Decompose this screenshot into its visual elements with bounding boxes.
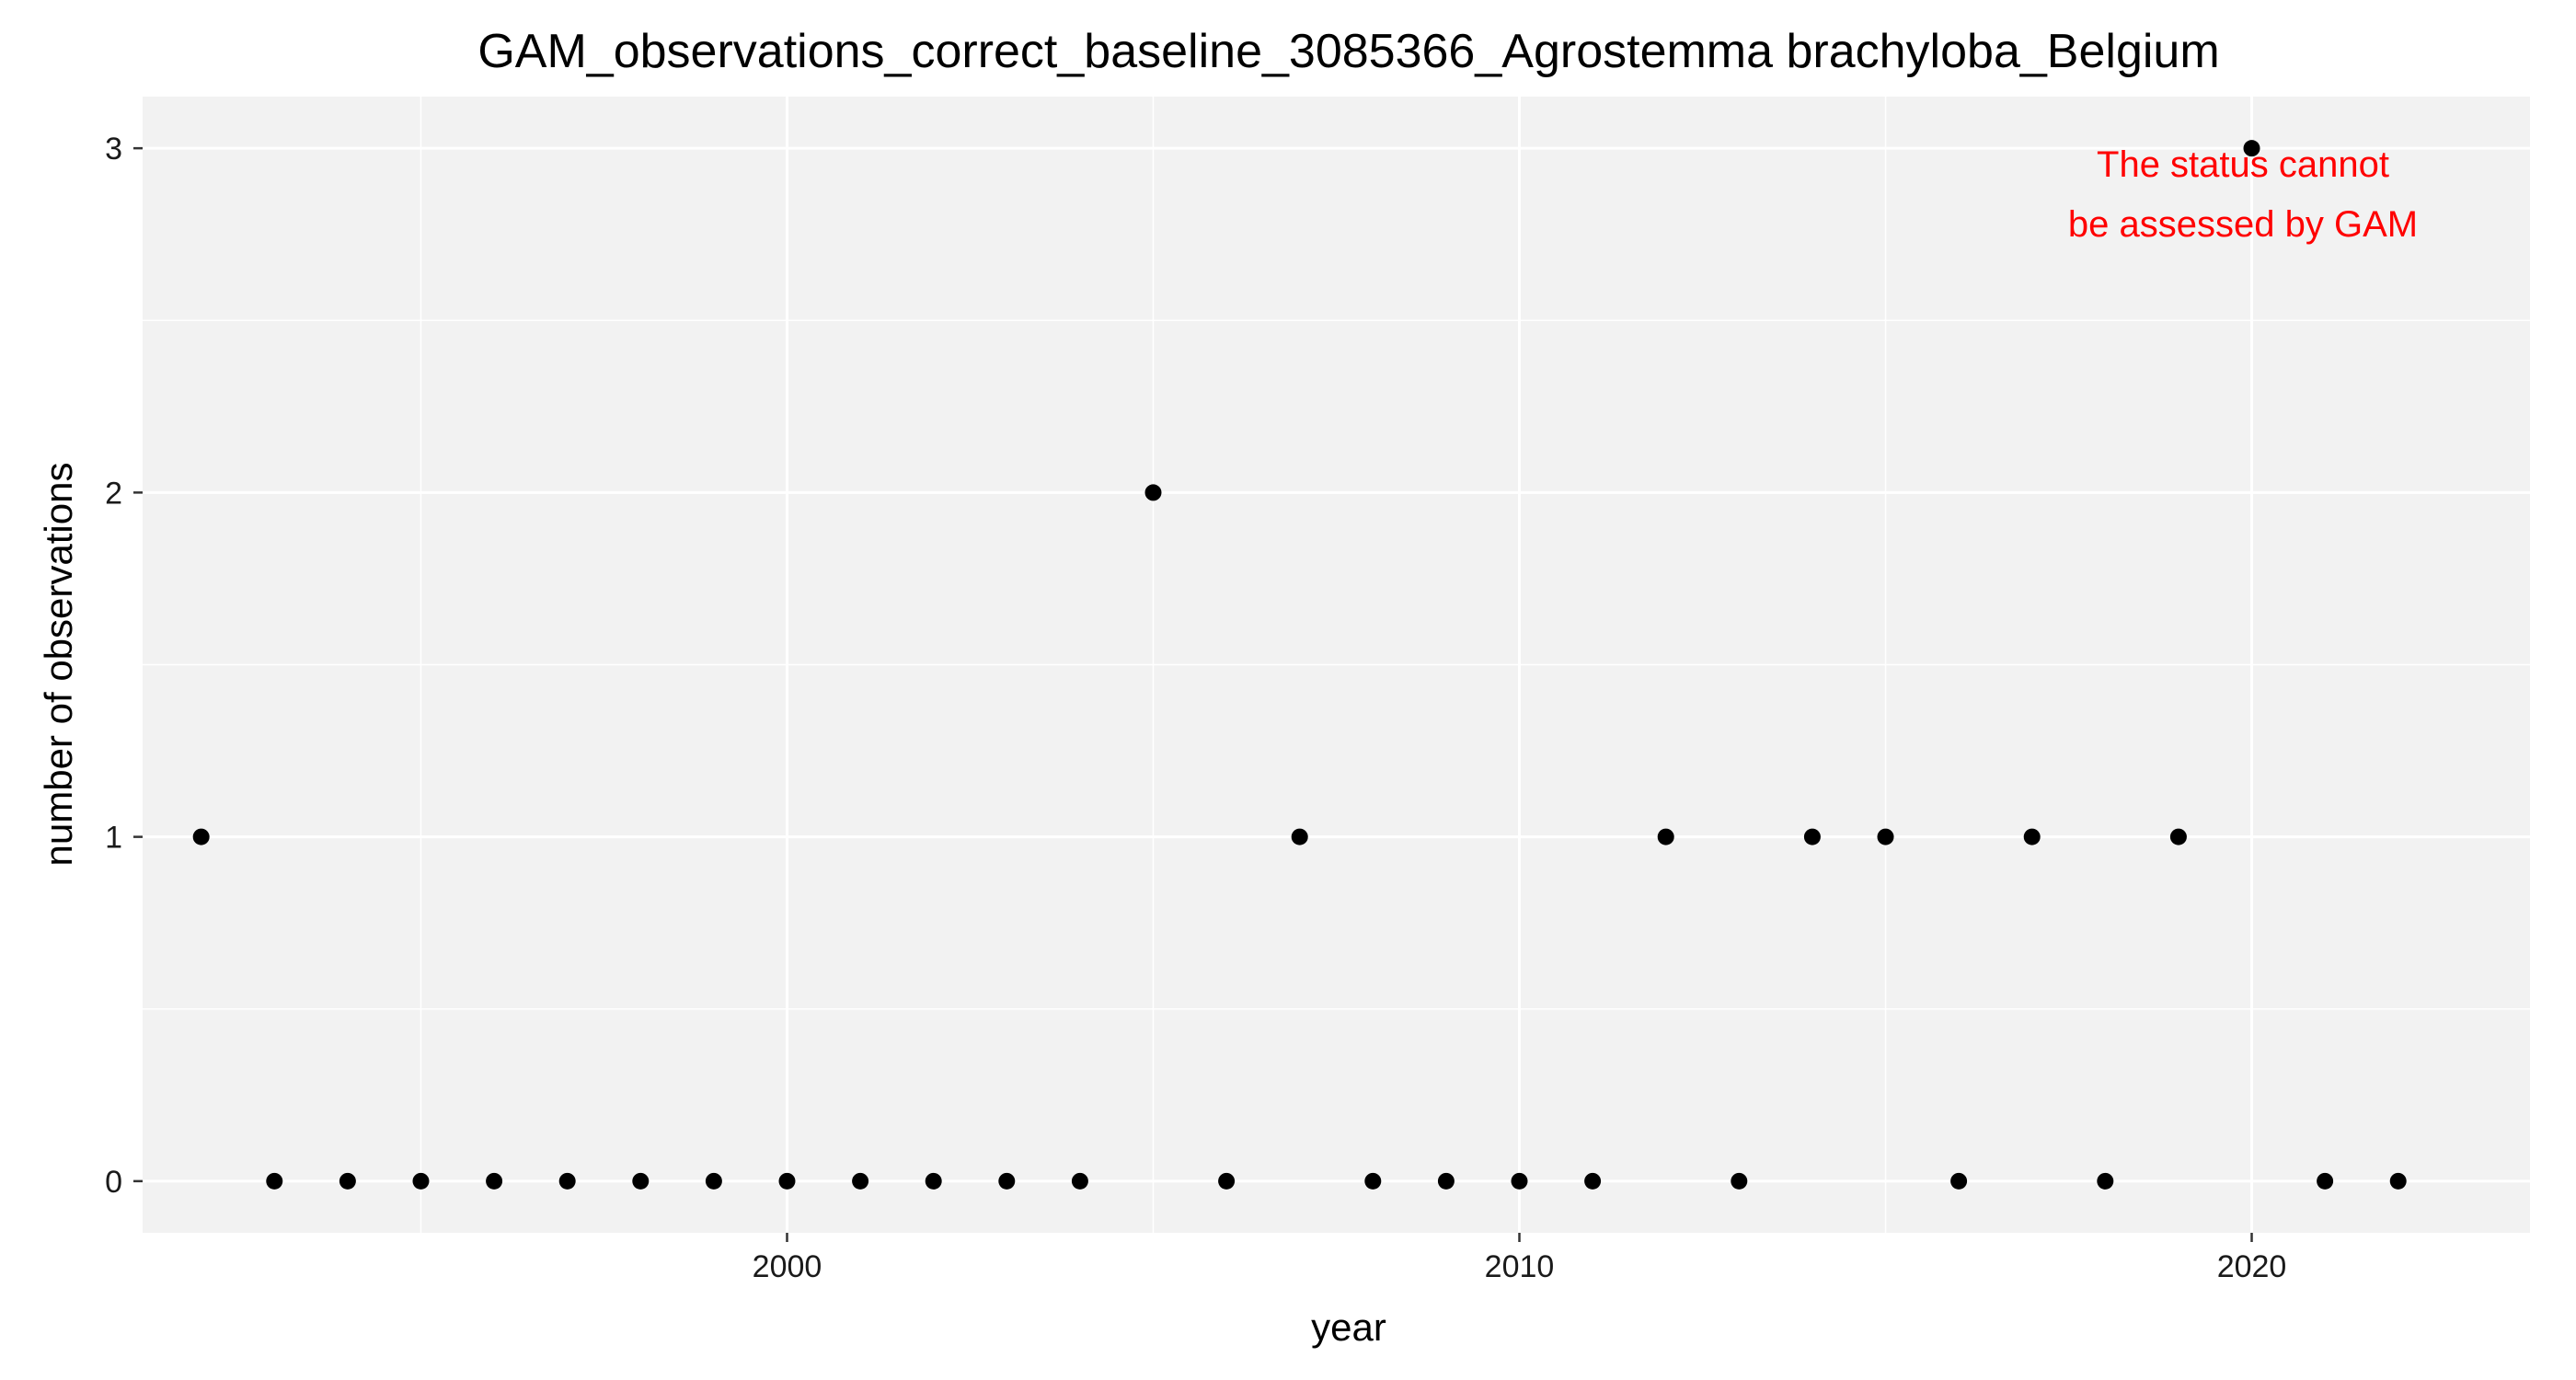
data-point — [925, 1172, 942, 1190]
data-point — [852, 1172, 869, 1190]
data-point — [1657, 828, 1674, 845]
data-point — [339, 1172, 356, 1190]
data-point — [1144, 484, 1162, 501]
annotation-line-2: be assessed by GAM — [2068, 204, 2418, 245]
data-point — [2023, 828, 2041, 845]
data-point — [2317, 1172, 2334, 1190]
data-point — [1511, 1172, 1528, 1190]
data-point — [2169, 828, 2187, 845]
data-point — [1364, 1172, 1382, 1190]
data-point — [192, 828, 210, 845]
x-tick-label: 2010 — [1485, 1249, 1555, 1284]
data-point — [1731, 1172, 1748, 1190]
y-tick-label: 1 — [105, 821, 122, 856]
data-point — [1291, 828, 1308, 845]
status-annotation: The status cannot be assessed by GAM — [2068, 144, 2418, 245]
data-point — [1218, 1172, 1236, 1190]
data-point — [486, 1172, 503, 1190]
data-point — [2097, 1172, 2114, 1190]
data-point — [1584, 1172, 1602, 1190]
data-point — [412, 1172, 430, 1190]
data-point — [2243, 140, 2260, 157]
annotation-line-1: The status cannot — [2097, 144, 2389, 185]
y-tick-label: 0 — [105, 1165, 122, 1200]
data-point — [778, 1172, 796, 1190]
x-tick-label: 2020 — [2217, 1249, 2287, 1284]
y-axis: 0 1 2 3 — [105, 132, 143, 1200]
data-point — [1437, 1172, 1455, 1190]
data-points — [192, 140, 2407, 1190]
data-point — [2389, 1172, 2407, 1190]
y-axis-title: number of observations — [37, 463, 80, 867]
data-point — [1950, 1172, 1968, 1190]
x-axis: 2000 2010 2020 — [753, 1233, 2287, 1284]
data-point — [705, 1172, 722, 1190]
data-point — [1071, 1172, 1088, 1190]
data-point — [998, 1172, 1016, 1190]
data-point — [266, 1172, 283, 1190]
chart-title: GAM_observations_correct_baseline_308536… — [477, 25, 2219, 78]
gridlines — [143, 97, 2530, 1233]
y-tick-label: 3 — [105, 132, 122, 167]
y-tick-label: 2 — [105, 476, 122, 511]
data-point — [1803, 828, 1821, 845]
data-point — [632, 1172, 650, 1190]
x-axis-title: year — [1311, 1305, 1386, 1349]
x-tick-label: 2000 — [753, 1249, 822, 1284]
data-point — [558, 1172, 576, 1190]
data-point — [1877, 828, 1894, 845]
